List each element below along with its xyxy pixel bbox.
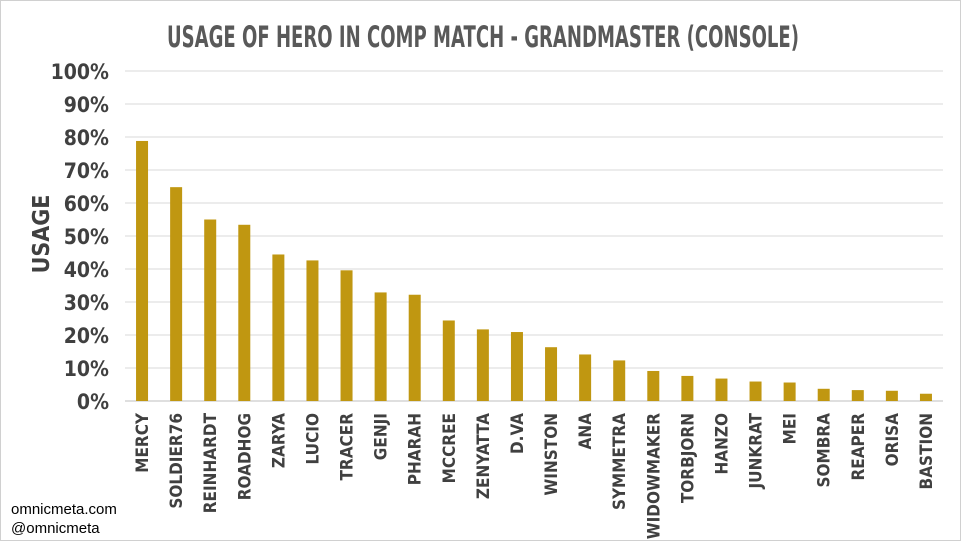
y-tick-label: 30% [64, 291, 109, 315]
x-tick-label: TRACER [338, 413, 358, 481]
x-tick-label: GENJI [372, 413, 392, 460]
bar-junkrat [749, 381, 762, 401]
y-axis-label: USAGE [29, 195, 55, 274]
bar-soldier76 [170, 187, 183, 401]
y-tick-label: 90% [64, 93, 109, 117]
credits: omnicmeta.com @omnicmeta [11, 500, 117, 538]
x-tick-label: SYMMETRA [610, 413, 630, 510]
bar-mei [783, 382, 796, 401]
x-tick-label: D.VA [508, 413, 528, 454]
x-tick-label: LUCIO [303, 413, 323, 464]
bar-orisa [885, 390, 898, 401]
x-tick-label: ZENYATTA [474, 413, 494, 499]
x-tick-label: ROADHOG [235, 413, 255, 500]
bar-lucio [306, 260, 319, 401]
x-tick-label: MERCY [133, 412, 153, 473]
bars [136, 140, 932, 401]
x-tick-label: PHARAH [406, 413, 426, 485]
x-tick-label: HANZO [712, 413, 732, 475]
bar-reaper [851, 390, 864, 401]
bar-reinhardt [204, 219, 217, 401]
bar-symmetra [613, 360, 626, 401]
x-tick-label: MEI [781, 413, 801, 444]
x-tick-label: JUNKRAT [747, 412, 767, 489]
bar-d-va [510, 332, 523, 401]
credit-site: omnicmeta.com [11, 501, 117, 518]
y-tick-label: 50% [64, 225, 109, 249]
x-tick-label: WIDOWMAKER [644, 413, 664, 540]
x-tick-label: ZARYA [269, 413, 289, 468]
gridlines [125, 70, 943, 402]
y-tick-label: 70% [64, 159, 109, 183]
bar-genji [374, 292, 387, 401]
y-tick-label: 20% [64, 324, 109, 348]
y-tick-labels: 0% 10% 20% 30% 40% 50% 60% 70% 80% 90% 100% [51, 60, 109, 414]
x-tick-labels: MERCY SOLDIER76 REINHARDT ROADHOG ZARYA LUCIO… [133, 412, 937, 539]
bar-sombra [817, 388, 830, 401]
y-tick-label: 80% [64, 126, 109, 150]
bar-hanzo [715, 378, 728, 401]
y-tick-label: 40% [64, 258, 109, 282]
x-tick-label: ANA [576, 413, 596, 450]
x-tick-label: WINSTON [542, 413, 562, 496]
x-tick-label: ORISA [883, 413, 903, 466]
bar-zarya [272, 254, 285, 401]
y-tick-label: 60% [64, 192, 109, 216]
y-tick-label: 100% [51, 60, 109, 84]
x-tick-label: MCCREE [440, 413, 460, 483]
bar-pharah [408, 294, 421, 401]
bar-winston [545, 347, 558, 401]
bar-tracer [340, 270, 353, 401]
chart-title: USAGE OF HERO IN COMP MATCH - GRANDMASTE… [167, 20, 799, 54]
x-tick-label: BASTION [917, 413, 937, 489]
bar-ana [579, 354, 592, 401]
bar-mercy [136, 140, 149, 401]
y-tick-label: 10% [64, 357, 109, 381]
bar-bastion [919, 393, 932, 401]
x-tick-label: TORBJORN [678, 413, 698, 503]
y-tick-label: 0% [77, 390, 109, 414]
x-tick-label: SOLDIER76 [167, 413, 187, 509]
x-tick-label: REINHARDT [201, 412, 221, 513]
credit-handle: @omnicmeta [11, 520, 100, 537]
x-tick-label: SOMBRA [815, 413, 835, 488]
x-tick-label: REAPER [849, 413, 869, 481]
bar-roadhog [238, 224, 251, 401]
bar-torbjorn [681, 375, 694, 401]
bar-mccree [442, 320, 455, 401]
bar-widowmaker [647, 370, 660, 401]
bar-zenyatta [476, 329, 489, 401]
